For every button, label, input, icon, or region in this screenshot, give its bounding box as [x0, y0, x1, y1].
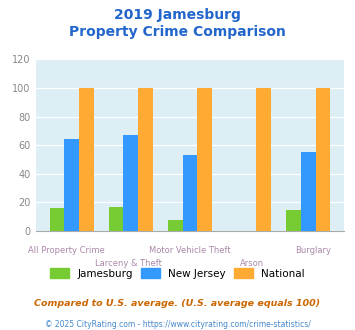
- Bar: [109, 207, 124, 231]
- Bar: [286, 210, 301, 231]
- Text: © 2025 CityRating.com - https://www.cityrating.com/crime-statistics/: © 2025 CityRating.com - https://www.city…: [45, 320, 310, 329]
- Bar: [124, 135, 138, 231]
- Bar: [301, 152, 316, 231]
- Bar: [50, 208, 64, 231]
- Bar: [316, 88, 330, 231]
- Text: 2019 Jamesburg: 2019 Jamesburg: [114, 8, 241, 22]
- Legend: Jamesburg, New Jersey, National: Jamesburg, New Jersey, National: [50, 268, 305, 279]
- Bar: [197, 88, 212, 231]
- Bar: [64, 140, 79, 231]
- Bar: [256, 88, 271, 231]
- Bar: [168, 219, 182, 231]
- Text: Arson: Arson: [240, 259, 264, 268]
- Text: Compared to U.S. average. (U.S. average equals 100): Compared to U.S. average. (U.S. average …: [34, 299, 321, 308]
- Text: All Property Crime: All Property Crime: [28, 246, 105, 255]
- Bar: [79, 88, 94, 231]
- Bar: [182, 155, 197, 231]
- Text: Motor Vehicle Theft: Motor Vehicle Theft: [149, 246, 231, 255]
- Bar: [138, 88, 153, 231]
- Text: Larceny & Theft: Larceny & Theft: [95, 259, 162, 268]
- Text: Property Crime Comparison: Property Crime Comparison: [69, 25, 286, 39]
- Text: Burglary: Burglary: [295, 246, 332, 255]
